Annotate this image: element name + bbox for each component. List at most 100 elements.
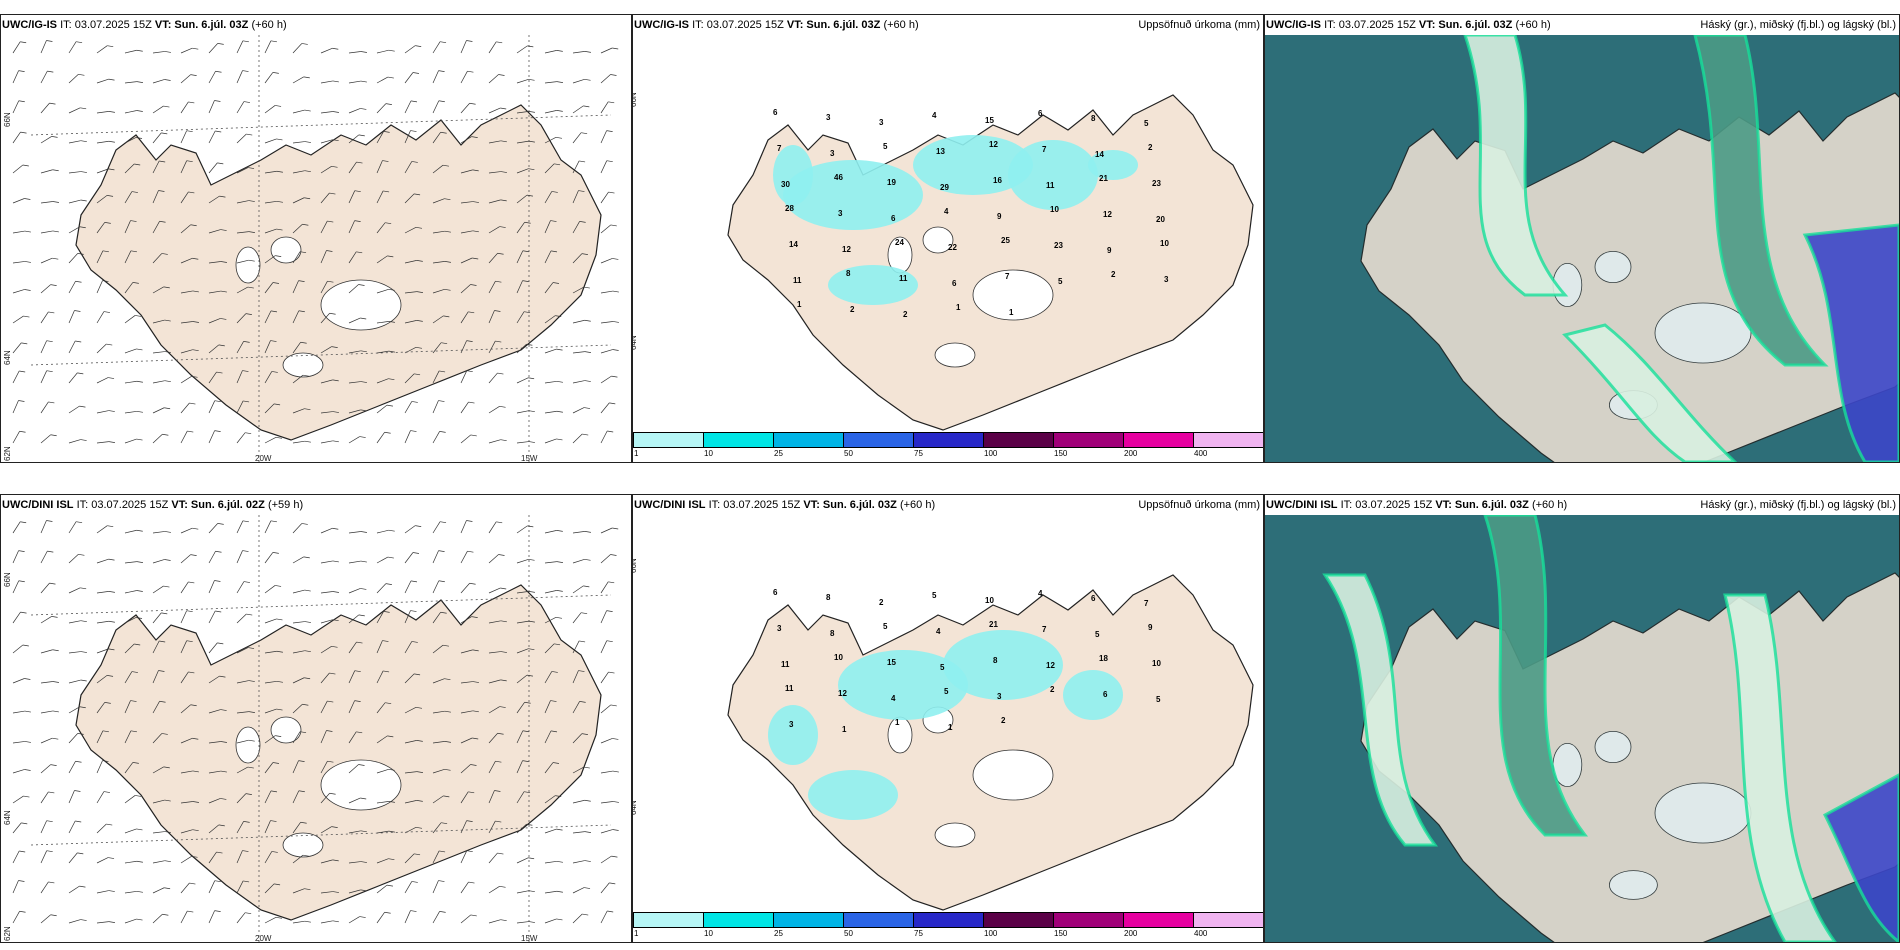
wind-barb xyxy=(40,40,47,54)
wind-barb-feather xyxy=(494,790,501,792)
wind-barb-feather xyxy=(500,620,507,623)
cloud-map[interactable] xyxy=(1265,35,1899,462)
wind-barb xyxy=(320,192,330,204)
lat-label-62n: 62N xyxy=(3,926,12,941)
cloud-map[interactable] xyxy=(1265,515,1899,942)
wind-barb-feather xyxy=(136,49,143,52)
wind-barb-feather xyxy=(550,220,557,222)
wind-barb xyxy=(124,590,137,594)
wind-barb xyxy=(68,253,78,264)
precip-value: 14 xyxy=(1095,150,1104,159)
wind-barb-feather xyxy=(388,288,395,291)
wind-barb xyxy=(208,709,221,714)
wind-barb-feather xyxy=(528,168,535,171)
wind-barb xyxy=(236,550,243,564)
wind-barb-feather xyxy=(136,890,143,893)
wind-barb-feather xyxy=(416,291,423,293)
wind-barb xyxy=(96,377,109,384)
wind-barb-feather xyxy=(216,851,223,854)
wind-barb xyxy=(96,110,109,114)
wind-barb-feather xyxy=(468,791,475,794)
wind-barb-feather xyxy=(80,171,87,173)
wind-barb xyxy=(432,400,439,414)
wind-barb-feather xyxy=(358,764,365,766)
precip-value: 2 xyxy=(1050,685,1055,694)
wind-barb xyxy=(432,580,440,594)
colorbar-segment xyxy=(703,432,774,448)
wind-barb xyxy=(320,700,328,714)
precip-map[interactable]: 6 8 2 5 10 4 6 7 3 8 5 4 21 7 5 9 11 10 15 5 8 12 18 10 11 12 4 5 3 2… xyxy=(633,515,1263,912)
wind-barb xyxy=(376,912,385,924)
wind-barb-feather xyxy=(469,582,476,585)
wind-barb-feather xyxy=(243,400,250,403)
wind-barb xyxy=(180,527,193,534)
wind-barb-feather xyxy=(387,556,394,559)
wind-barb xyxy=(68,340,76,354)
colorbar-segment xyxy=(633,432,704,448)
wind-barb xyxy=(180,191,189,204)
wind-barb xyxy=(404,72,414,84)
wind-barb-map[interactable] xyxy=(1,35,631,462)
wind-barb-feather xyxy=(385,583,392,585)
wind-barb-feather xyxy=(386,404,393,407)
wind-barb-feather xyxy=(270,790,278,793)
wind-barb xyxy=(544,282,554,294)
wind-barb xyxy=(152,351,165,354)
wind-barb xyxy=(124,561,137,564)
wind-barb-feather xyxy=(108,410,115,412)
wind-barb xyxy=(180,856,192,864)
wind-barb-feather xyxy=(359,436,366,438)
precip-map[interactable]: 6 3 3 4 15 6 8 5 7 3 5 13 12 7 14 2 30 46 19 29 16 11 21 23 28 3 6… xyxy=(633,35,1263,432)
wind-barb xyxy=(544,220,551,234)
wind-barb xyxy=(404,291,417,294)
wind-barb xyxy=(348,614,360,624)
wind-barb-feather xyxy=(299,251,307,254)
glacier xyxy=(972,749,1054,801)
wind-barb-feather xyxy=(245,912,252,915)
wind-barb xyxy=(96,140,109,144)
wind-barb xyxy=(600,640,608,654)
wind-barb xyxy=(264,790,272,804)
wind-barb xyxy=(12,911,20,924)
wind-barb-feather xyxy=(556,828,563,831)
wind-barb xyxy=(404,881,413,894)
precip-value: 4 xyxy=(936,627,941,636)
wind-barb-feather xyxy=(159,640,166,643)
wind-barb-feather xyxy=(108,78,115,81)
wind-barb xyxy=(320,80,333,84)
wind-barb-feather xyxy=(439,521,447,524)
precip-colorbar: 1 10 25 50 75 100 150 200 400 xyxy=(633,432,1263,462)
wind-barb xyxy=(180,130,187,144)
wind-barb-feather xyxy=(439,431,446,433)
precip-value: 9 xyxy=(997,212,1002,221)
wind-barb xyxy=(208,610,216,624)
wind-barb xyxy=(124,250,132,264)
glacier xyxy=(282,352,324,378)
wind-barb-feather xyxy=(414,373,421,376)
wind-barb-feather xyxy=(497,732,504,735)
wind-barb-feather xyxy=(18,400,25,402)
wind-barb-feather xyxy=(551,671,558,673)
wind-barb xyxy=(152,160,160,174)
wind-barb-map[interactable] xyxy=(1,515,631,942)
wind-barb-feather xyxy=(556,348,563,351)
wind-barb xyxy=(264,708,277,714)
wind-barb-feather xyxy=(415,525,422,527)
wind-barb-feather xyxy=(247,286,254,289)
wind-barb-feather xyxy=(609,402,616,405)
wind-barb-feather xyxy=(192,290,199,293)
wind-barb-feather xyxy=(276,650,283,653)
wind-barb xyxy=(460,616,472,624)
glacier xyxy=(1609,870,1658,900)
wind-barb-feather xyxy=(164,559,171,561)
wind-barb-feather xyxy=(583,407,591,409)
wind-barb xyxy=(376,768,389,774)
wind-barb-feather xyxy=(80,439,87,441)
wind-barb xyxy=(292,251,301,264)
wind-barb xyxy=(320,619,333,624)
wind-barb-feather xyxy=(358,614,365,617)
wind-barb-feather xyxy=(439,370,446,373)
wind-barb xyxy=(40,370,48,384)
precip-area xyxy=(838,650,968,720)
lon-label-20w: 20W xyxy=(255,454,272,463)
